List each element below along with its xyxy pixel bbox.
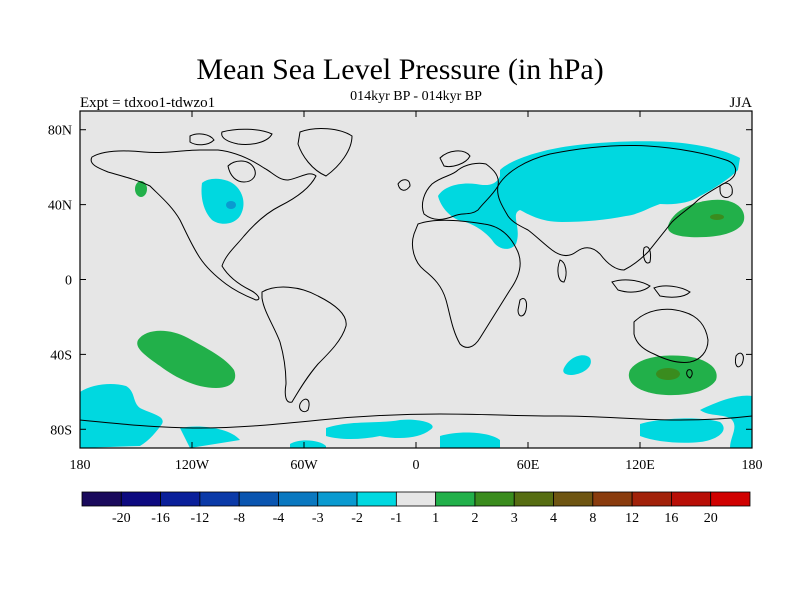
anomaly-region-n-pacific-small [135, 181, 147, 197]
period-label: 014kyr BP - 014kyr BP [350, 89, 482, 104]
latitude-axis: 80N 40N 0 40S 80S [48, 124, 752, 438]
lon-tick-label: 0 [413, 458, 420, 473]
lon-tick-label: 60E [517, 458, 540, 473]
colorbar-swatch [120, 491, 161, 507]
experiment-label: Expt = tdxoo1-tdwzo1 [80, 95, 216, 111]
colorbar-swatch [160, 491, 201, 507]
colorbar-label: 2 [471, 511, 478, 526]
colorbar-label: -12 [191, 511, 210, 526]
colorbar-swatch [356, 491, 397, 507]
season-label: JJA [729, 95, 752, 111]
colorbar-swatch [474, 491, 515, 507]
anomaly-region-n-america-core [226, 201, 236, 209]
colorbar-swatch [278, 491, 319, 507]
coastlines [79, 128, 753, 429]
longitude-axis: 180 120W 60W 0 60E 120E 180 [70, 111, 763, 473]
lat-tick-label: 80S [50, 423, 72, 438]
colorbar-swatch [238, 491, 279, 507]
colorbar-swatch [199, 491, 240, 507]
anomaly-region-nw-pacific-core [710, 214, 724, 220]
colorbar-label: -20 [112, 511, 131, 526]
anomaly-region-n-america [201, 178, 244, 224]
colorbar-swatch [553, 491, 594, 507]
lon-tick-label: 120E [625, 458, 655, 473]
colorbar-label: -3 [312, 511, 324, 526]
colorbar-swatch [435, 491, 476, 507]
colorbar: -20 -16 -12 -8 -4 -3 -2 -1 1 2 3 4 8 12 16 20 [81, 491, 751, 526]
anomaly-region-s-pacific [137, 330, 236, 388]
anomaly-layer [80, 141, 752, 448]
colorbar-label: -4 [273, 511, 285, 526]
colorbar-label: 20 [704, 511, 718, 526]
lon-tick-label: 180 [70, 458, 91, 473]
colorbar-label: 12 [625, 511, 639, 526]
colorbar-label: 4 [550, 511, 557, 526]
colorbar-swatch [592, 491, 633, 507]
colorbar-label: -2 [351, 511, 363, 526]
lon-tick-label: 60W [290, 458, 318, 473]
colorbar-swatch [317, 491, 358, 507]
anomaly-region-southern-ocean [80, 384, 752, 448]
colorbar-label: -16 [151, 511, 170, 526]
colorbar-swatch [671, 491, 712, 507]
colorbar-label: 3 [511, 511, 518, 526]
colorbar-label: -8 [233, 511, 245, 526]
anomaly-region-south-atlantic [563, 355, 591, 375]
colorbar-label: 16 [664, 511, 678, 526]
colorbar-swatch [81, 491, 122, 507]
colorbar-swatch [395, 491, 437, 507]
anomaly-region-s-australia-core [656, 368, 680, 380]
colorbar-swatch [513, 491, 554, 507]
lat-tick-label: 0 [65, 274, 72, 289]
lon-tick-label: 180 [742, 458, 763, 473]
colorbar-swatch [631, 491, 672, 507]
colorbar-label: 1 [432, 511, 439, 526]
colorbar-label: 8 [589, 511, 596, 526]
lat-tick-label: 40S [50, 348, 72, 363]
plot-title: Mean Sea Level Pressure (in hPa) [196, 53, 604, 86]
lat-tick-label: 40N [48, 199, 72, 214]
lat-tick-label: 80N [48, 124, 72, 139]
colorbar-swatch [710, 491, 751, 507]
colorbar-label: -1 [391, 511, 403, 526]
lon-tick-label: 120W [175, 458, 210, 473]
